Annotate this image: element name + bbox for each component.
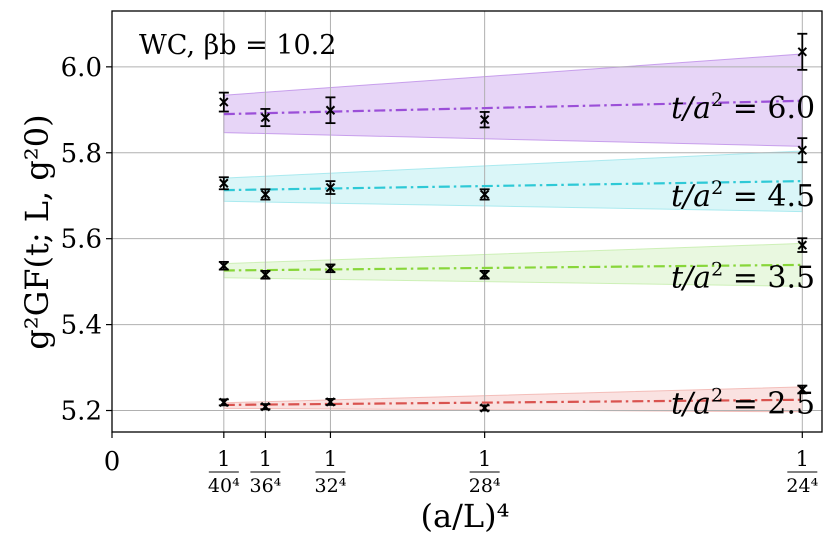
series-label: t/a2 = 4.5: [671, 177, 815, 214]
annotation: WC, βb = 10.2: [139, 30, 336, 61]
grid-lines: [112, 11, 822, 432]
marker-x: [479, 114, 490, 125]
y-tick-label: 6.0: [61, 53, 102, 83]
marker-x: [325, 263, 336, 274]
x-tick-label: 0: [104, 447, 121, 477]
x-tick-label-numerator: 1: [796, 447, 809, 471]
data-point: [218, 260, 229, 271]
marker-x: [325, 182, 336, 193]
marker-x: [325, 397, 336, 407]
data-point: [325, 96, 336, 125]
data-point: [260, 108, 271, 128]
marker-x: [797, 145, 808, 155]
marker-x: [797, 240, 808, 250]
data-point: [479, 188, 490, 201]
marker-x: [479, 403, 490, 413]
marker-x: [260, 401, 271, 412]
x-tick-label-denominator: 24⁴: [786, 475, 818, 497]
x-tick-label-denominator: 28⁴: [469, 475, 501, 497]
marker-x: [797, 47, 808, 57]
data-point: [260, 270, 271, 280]
data-point: [479, 111, 490, 129]
data-point: [218, 397, 229, 408]
marker-x: [260, 270, 271, 280]
marker-x: [260, 112, 271, 123]
marker-x: [260, 189, 271, 200]
marker-x: [219, 97, 229, 107]
y-tick-label: 5.8: [61, 139, 102, 169]
y-tick-label: 5.2: [61, 397, 102, 427]
data-points: [218, 32, 808, 413]
x-tick-label-denominator: 36⁴: [249, 475, 281, 497]
x-tick-label-numerator: 1: [478, 447, 491, 471]
data-point: [797, 137, 808, 164]
data-point: [479, 270, 490, 280]
x-tick-label-numerator: 1: [217, 447, 230, 471]
marker-x: [479, 189, 490, 200]
fit-line-t/a² = 2.5: [223, 398, 803, 407]
data-point: [260, 401, 271, 412]
series-label: t/a2 = 2.5: [671, 384, 815, 421]
y-tick-label: 5.6: [61, 225, 102, 255]
x-axis-label: (a/L)⁴: [421, 497, 510, 535]
marker-x: [219, 261, 229, 271]
data-point: [797, 32, 808, 71]
data-point: [260, 188, 271, 201]
marker-x: [219, 178, 229, 188]
x-tick-label-numerator: 1: [259, 447, 272, 471]
series-labels: t/a2 = 6.0 t/a2 = 4.5 t/a2 = 3.5 t/a2 = 2.5: [671, 89, 815, 422]
plot-frame: [111, 10, 823, 433]
fit-line-t/a² = 6.0: [223, 99, 803, 116]
x-tick-label-denominator: 40⁴: [208, 475, 240, 497]
x-tick-label-denominator: 32⁴: [315, 475, 347, 497]
x-tick-label-numerator: 1: [324, 447, 337, 471]
fit-line-t/a² = 4.5: [223, 180, 803, 192]
y-axis-label: g²GF(t; L, g²0): [18, 114, 56, 349]
marker-x: [797, 384, 808, 395]
data-point: [797, 237, 808, 253]
data-point: [218, 91, 229, 113]
marker-x: [219, 397, 229, 408]
data-point: [325, 397, 336, 407]
data-point: [479, 403, 490, 413]
fit-line-t/a² = 3.5: [223, 263, 803, 272]
fit-lines: [223, 99, 803, 407]
data-point: [325, 180, 336, 195]
marker-x: [325, 105, 336, 115]
y-tick-label: 5.4: [61, 311, 102, 341]
series-label: t/a2 = 6.0: [671, 89, 815, 126]
data-point: [797, 384, 808, 395]
data-point: [325, 263, 336, 274]
annotation-text: WC, βb = 10.2: [139, 30, 336, 61]
data-point: [218, 176, 229, 191]
marker-x: [479, 270, 490, 280]
series-label: t/a2 = 3.5: [671, 258, 815, 295]
